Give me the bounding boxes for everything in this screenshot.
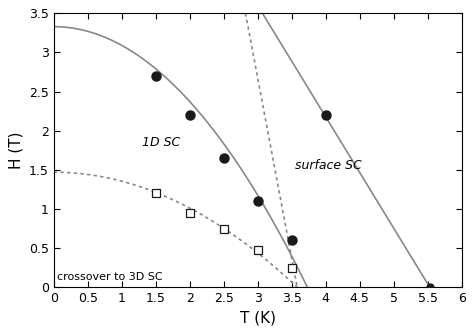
Text: 1D SC: 1D SC <box>142 136 181 149</box>
X-axis label: T (K): T (K) <box>240 311 276 326</box>
Y-axis label: H (T): H (T) <box>9 132 23 169</box>
Text: surface SC: surface SC <box>295 159 362 172</box>
Text: crossover to 3D SC: crossover to 3D SC <box>57 272 163 282</box>
